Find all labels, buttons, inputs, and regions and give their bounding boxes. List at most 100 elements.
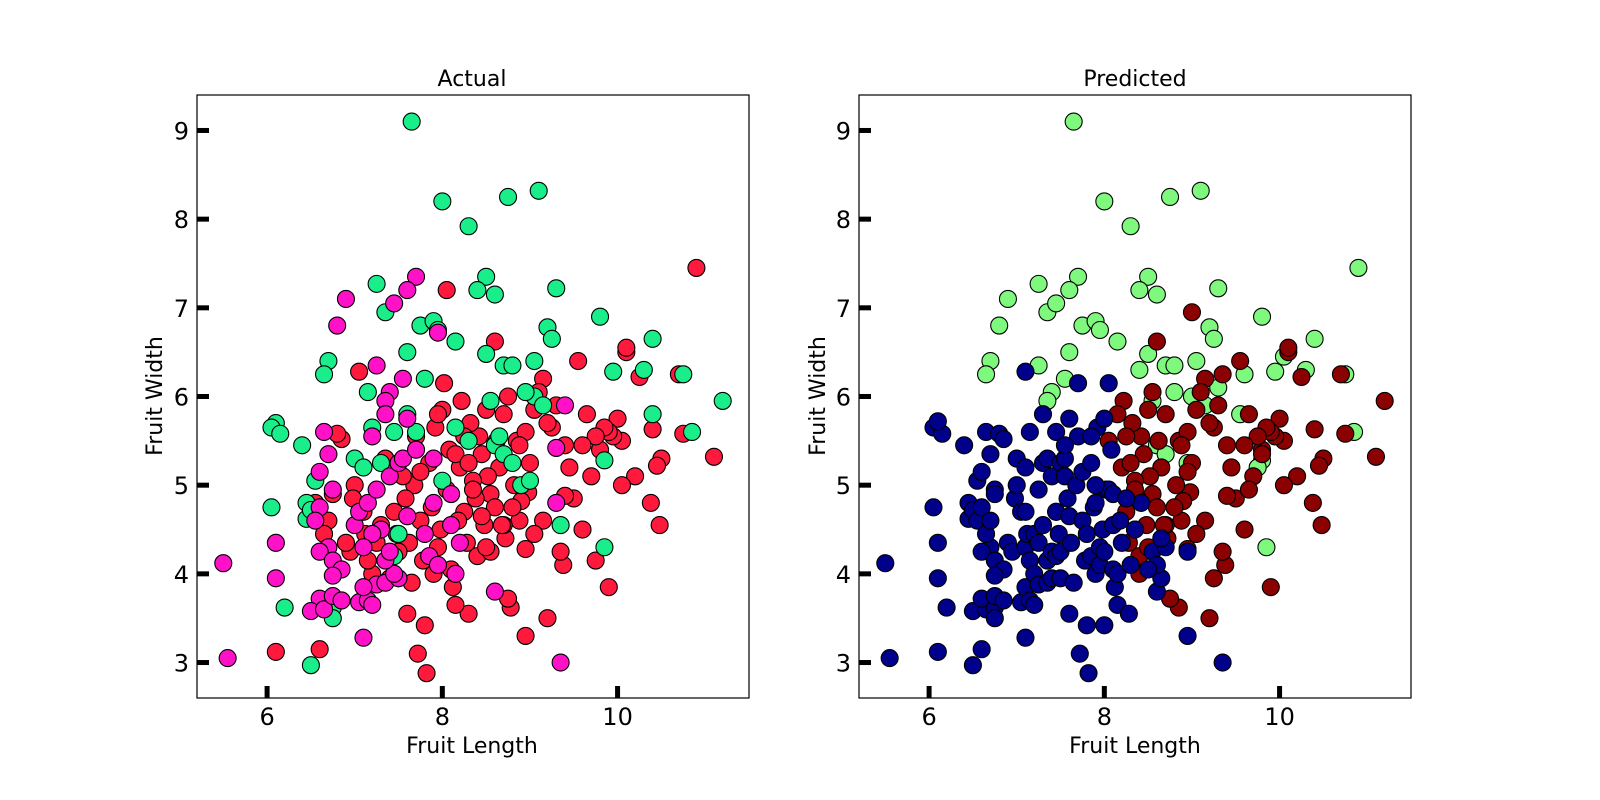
- predicted-point-class-1: [1261, 578, 1280, 597]
- predicted-point-class-2: [928, 642, 947, 661]
- predicted-point-class-2: [1033, 516, 1053, 535]
- predicted-point-class-2: [1025, 595, 1044, 614]
- predicted-point-class-1: [1279, 338, 1298, 357]
- actual-y-tick-label: 4: [174, 561, 189, 589]
- actual-point-class-2: [310, 462, 329, 481]
- predicted-point-class-1: [1191, 383, 1210, 402]
- predicted-point-class-1: [1292, 367, 1311, 387]
- actual-point-class-0: [534, 511, 553, 530]
- actual-point-class-2: [428, 555, 448, 575]
- predicted-point-class-2: [985, 566, 1004, 585]
- predicted-y-tick-label: 7: [836, 295, 851, 323]
- predicted-point-class-0: [990, 316, 1009, 335]
- predicted-point-class-2: [1095, 616, 1114, 635]
- actual-point-class-1: [415, 369, 434, 388]
- predicted-point-class-2: [1016, 502, 1035, 521]
- actual-point-class-2: [266, 533, 285, 552]
- predicted-point-class-0: [1191, 181, 1210, 200]
- actual-point-class-0: [310, 640, 329, 659]
- predicted-point-class-2: [1125, 520, 1145, 539]
- actual-point-class-1: [643, 405, 662, 424]
- predicted-point-class-1: [1331, 365, 1350, 384]
- actual-point-class-1: [520, 471, 540, 490]
- actual-y-tick-label: 6: [174, 384, 189, 412]
- predicted-point-class-2: [880, 649, 899, 668]
- predicted-point-class-2: [1095, 409, 1114, 428]
- actual-point-class-2: [450, 533, 469, 552]
- predicted-point-class-2: [928, 412, 947, 431]
- actual-point-class-0: [417, 664, 436, 683]
- predicted-point-class-1: [1178, 462, 1197, 481]
- actual-point-class-2: [310, 542, 329, 561]
- predicted-point-class-2: [1055, 436, 1074, 455]
- actual-point-class-2: [398, 409, 417, 428]
- actual-point-class-1: [314, 365, 334, 384]
- actual-point-class-0: [498, 387, 518, 406]
- predicted-x-tick-label: 6: [921, 703, 936, 731]
- actual-point-class-2: [555, 396, 575, 415]
- actual-point-class-2: [380, 467, 399, 486]
- predicted-point-class-0: [1090, 320, 1110, 340]
- actual-point-class-1: [459, 431, 478, 450]
- actual-point-class-0: [396, 489, 415, 508]
- actual-point-class-1: [713, 391, 732, 410]
- actual-point-class-0: [437, 281, 456, 300]
- actual-plot-title: Actual: [438, 67, 507, 92]
- actual-x-axis-label: Fruit Length: [406, 734, 538, 759]
- predicted-point-class-1: [1187, 400, 1206, 419]
- predicted-point-class-1: [1149, 431, 1168, 450]
- actual-point-class-0: [459, 604, 478, 623]
- predicted-point-class-1: [1117, 427, 1136, 446]
- actual-ticks: 6 8 10 3 4 5 6 7 8 9: [174, 117, 633, 731]
- actual-point-class-0: [586, 551, 605, 570]
- actual-point-class-1: [547, 279, 566, 298]
- actual-point-class-1: [643, 329, 662, 348]
- actual-point-class-0: [647, 456, 667, 475]
- predicted-point-class-2: [1108, 564, 1127, 583]
- predicted-point-class-1: [1239, 480, 1258, 499]
- predicted-point-class-0: [1209, 279, 1228, 298]
- predicted-point-class-1: [1121, 453, 1140, 473]
- predicted-point-class-2: [1070, 644, 1089, 663]
- predicted-point-class-1: [1213, 542, 1232, 561]
- actual-point-class-1: [485, 285, 504, 304]
- actual-point-class-0: [503, 498, 522, 517]
- predicted-point-class-1: [1196, 511, 1215, 530]
- actual-point-class-1: [498, 187, 518, 207]
- actual-point-class-2: [442, 484, 461, 504]
- predicted-point-class-1: [1147, 498, 1166, 517]
- predicted-y-tick-label: 8: [836, 206, 851, 234]
- predicted-point-class-0: [1029, 274, 1048, 293]
- predicted-point-class-2: [963, 656, 982, 675]
- predicted-point-class-0: [1130, 360, 1149, 379]
- predicted-point-class-1: [1248, 427, 1267, 446]
- actual-point-class-1: [468, 281, 487, 300]
- actual-point-class-1: [406, 422, 426, 442]
- actual-point-class-0: [586, 427, 605, 446]
- actual-point-class-2: [363, 427, 382, 446]
- actual-point-class-2: [398, 507, 417, 526]
- actual-point-class-1: [293, 436, 312, 455]
- predicted-point-class-0: [1130, 281, 1149, 300]
- actual-point-class-1: [446, 418, 465, 437]
- predicted-point-class-2: [1082, 453, 1101, 473]
- actual-point-class-0: [560, 458, 579, 477]
- predicted-point-class-2: [1095, 542, 1114, 561]
- predicted-point-class-1: [1167, 476, 1186, 495]
- actual-point-class-2: [406, 440, 426, 459]
- actual-y-tick-label: 7: [174, 295, 189, 323]
- actual-point-class-1: [301, 656, 320, 675]
- predicted-point-class-0: [1147, 285, 1166, 304]
- predicted-point-class-2: [876, 554, 895, 573]
- actual-y-tick-label: 5: [174, 472, 189, 500]
- actual-point-class-0: [599, 578, 618, 597]
- actual-point-class-1: [516, 383, 535, 402]
- actual-y-tick-label: 8: [174, 206, 189, 234]
- predicted-point-class-1: [1143, 383, 1162, 402]
- actual-point-class-0: [687, 258, 706, 277]
- actual-point-class-0: [492, 516, 511, 535]
- actual-point-class-2: [328, 316, 347, 335]
- actual-point-class-1: [354, 458, 373, 477]
- actual-point-class-0: [477, 538, 496, 557]
- predicted-point-class-2: [928, 533, 947, 552]
